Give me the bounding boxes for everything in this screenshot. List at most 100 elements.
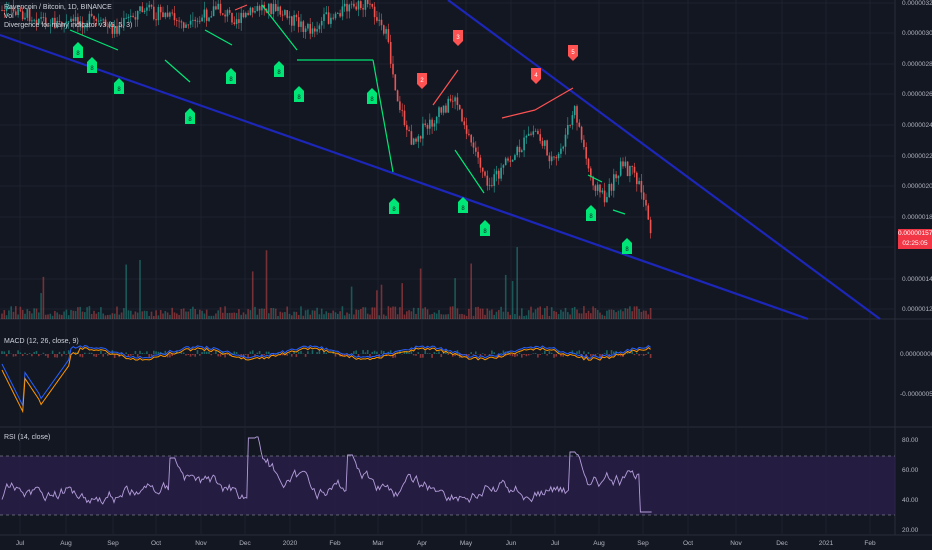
chart-grid xyxy=(0,0,932,536)
axes: Jul Aug Sep Oct Nov Dec 2020 Feb Mar Apr May Jun Jul… xyxy=(16,0,932,547)
date-label: 2020 xyxy=(283,540,298,547)
rsi-line xyxy=(1,436,652,513)
indicator-legend[interactable]: Divergence for many indicator v3 (5, 5, … xyxy=(4,22,133,29)
bull-signal-marker: 8 xyxy=(114,78,124,94)
bear-divergence-line xyxy=(534,87,574,111)
bear-signal-marker: 5 xyxy=(568,45,578,61)
marker-label: 2 xyxy=(420,78,424,84)
macd-tick: -0.00000050 xyxy=(900,391,932,398)
bull-divergence-line xyxy=(204,29,233,46)
bull-divergence-line xyxy=(164,59,191,83)
candlestick-series[interactable] xyxy=(1,0,652,239)
date-label: Feb xyxy=(864,540,876,547)
date-label: 2021 xyxy=(819,540,834,547)
marker-label: 8 xyxy=(461,206,465,212)
date-label: Aug xyxy=(60,540,72,547)
bull-divergence-line xyxy=(587,174,603,183)
bull-signal-marker: 8 xyxy=(226,68,236,84)
macd-pane[interactable] xyxy=(1,344,652,414)
date-label: Jul xyxy=(16,540,25,547)
macd-tick: 0.00000000 xyxy=(900,351,932,358)
rsi-pane[interactable] xyxy=(0,436,895,516)
trendlines[interactable] xyxy=(0,0,881,321)
bear-signal-marker: 3 xyxy=(453,30,463,46)
marker-label: 5 xyxy=(571,50,575,56)
bull-signal-marker: 8 xyxy=(367,88,377,104)
marker-label: 8 xyxy=(370,97,374,103)
rsi-tick: 20.00 xyxy=(902,527,919,534)
macd-line xyxy=(1,344,651,408)
marker-label: 8 xyxy=(277,70,281,76)
marker-label: 3 xyxy=(456,35,460,41)
last-price-tag: 0.00000157 xyxy=(898,229,932,239)
bear-divergence-line xyxy=(234,4,248,11)
marker-label: 8 xyxy=(76,51,80,57)
marker-label: 8 xyxy=(188,117,192,123)
date-label: Sep xyxy=(637,540,649,547)
bear-divergence-line xyxy=(501,109,536,119)
date-label: Dec xyxy=(776,540,788,547)
bull-signal-marker: 8 xyxy=(87,57,97,73)
rsi-legend[interactable]: RSI (14, close) xyxy=(4,434,51,441)
rsi-tick: 40.00 xyxy=(902,497,919,504)
marker-label: 8 xyxy=(589,214,593,220)
countdown-tag: 02:25:05 xyxy=(898,239,932,249)
bear-signal-marker: 4 xyxy=(531,68,541,84)
date-label: Mar xyxy=(372,540,384,547)
macd-legend[interactable]: MACD (12, 26, close, 9) xyxy=(4,338,79,345)
support-trendline[interactable] xyxy=(0,33,809,321)
bull-divergence-line xyxy=(69,29,119,51)
bull-divergence-line xyxy=(261,4,298,51)
date-label: Nov xyxy=(195,540,207,547)
marker-label: 8 xyxy=(117,87,121,93)
date-label: Jul xyxy=(551,540,560,547)
bull-signal-marker: 8 xyxy=(458,197,468,213)
signal-line xyxy=(1,346,651,414)
main-legend: Ravencoin / Bitcoin, 1D, BINANCE Vol Div… xyxy=(4,3,132,30)
bull-signal-marker: 8 xyxy=(389,198,399,214)
date-label: Apr xyxy=(417,540,428,547)
marker-label: 8 xyxy=(297,95,301,101)
rsi-band xyxy=(0,456,895,515)
bear-divergence-line xyxy=(432,69,459,106)
bull-divergence-line xyxy=(372,59,394,173)
rsi-tick: 80.00 xyxy=(902,437,919,444)
resistance-trendline[interactable] xyxy=(447,0,881,320)
symbol-legend[interactable]: Ravencoin / Bitcoin, 1D, BINANCE xyxy=(4,4,112,11)
date-label: Nov xyxy=(730,540,742,547)
marker-label: 8 xyxy=(625,247,629,253)
bull-signal-marker: 8 xyxy=(480,220,490,236)
date-label: Jun xyxy=(506,540,517,547)
marker-label: 4 xyxy=(534,73,538,79)
marker-label: 8 xyxy=(392,207,396,213)
bull-signal-marker: 8 xyxy=(274,61,284,77)
date-label: Dec xyxy=(239,540,251,547)
date-label: May xyxy=(460,540,473,547)
date-label: Oct xyxy=(151,540,161,547)
date-label: Aug xyxy=(593,540,605,547)
bull-signal-marker: 8 xyxy=(185,108,195,124)
bull-signal-marker: 8 xyxy=(586,205,596,221)
bull-signal-marker: 8 xyxy=(73,42,83,58)
volume-legend[interactable]: Vol xyxy=(4,13,14,20)
date-label: Feb xyxy=(329,540,341,547)
date-label: Sep xyxy=(107,540,119,547)
marker-label: 8 xyxy=(229,77,233,83)
rsi-tick: 60.00 xyxy=(902,467,919,474)
bull-signal-marker: 8 xyxy=(622,238,632,254)
marker-label: 8 xyxy=(483,229,487,235)
bull-signal-marker: 8 xyxy=(294,86,304,102)
bull-divergence-line xyxy=(454,149,485,194)
volume-bars xyxy=(1,247,652,319)
